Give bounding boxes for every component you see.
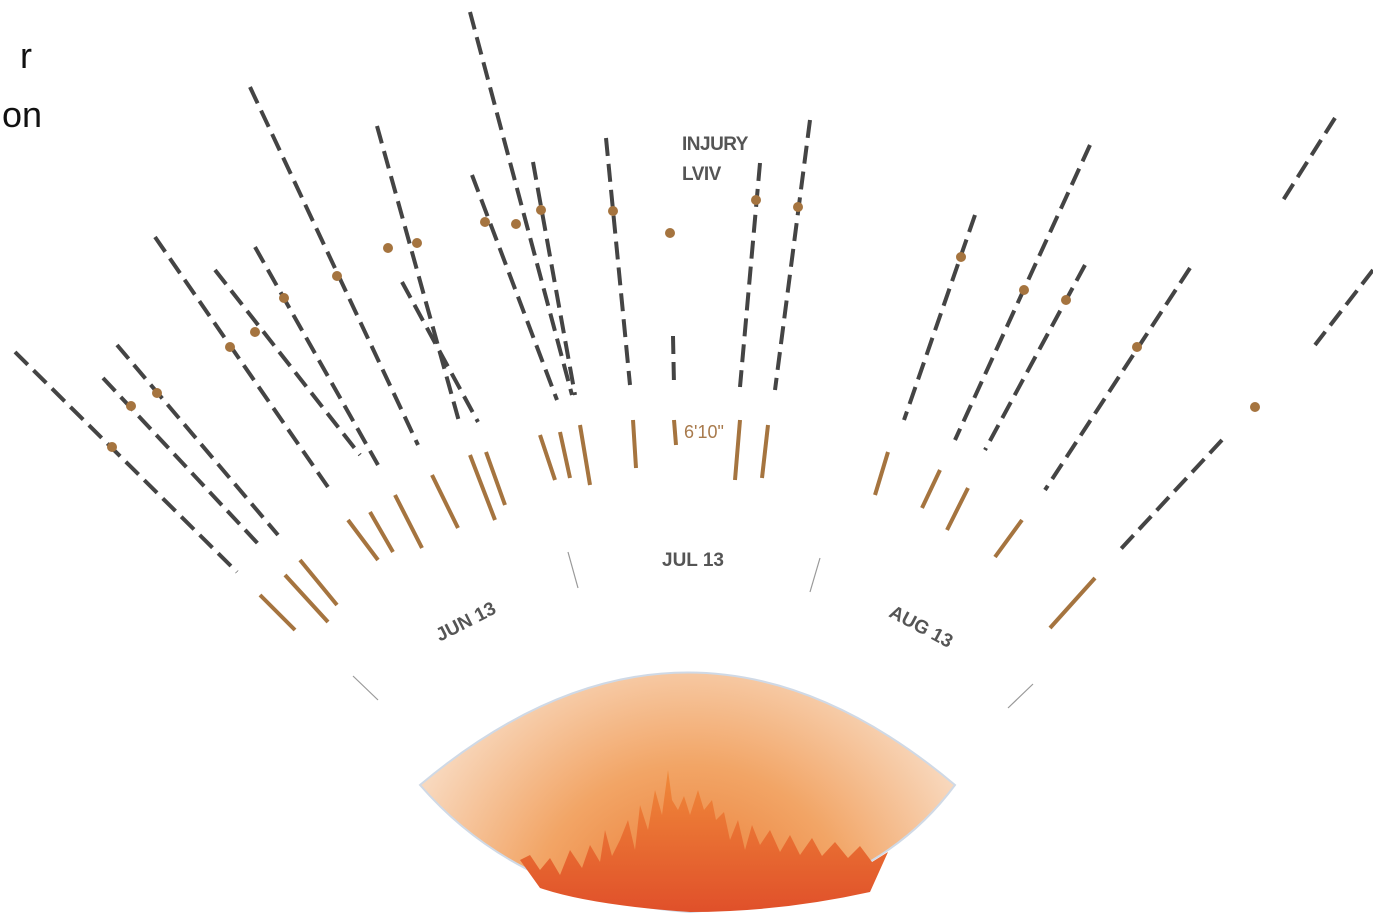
ray-dot [511, 219, 521, 229]
ray-dot [751, 195, 761, 205]
ray-segment [283, 573, 330, 624]
ray-dashed [1116, 438, 1224, 554]
ray-segment [558, 431, 572, 479]
ray-segment [1048, 576, 1097, 630]
ray-segment [945, 487, 970, 531]
ray-dot [279, 293, 289, 303]
ray-segment [258, 593, 297, 632]
ray-dashed [773, 119, 812, 391]
ray-dot [1019, 285, 1029, 295]
ray-dashed [470, 174, 559, 401]
ray-dashed [1313, 268, 1373, 347]
height-label: 6'10" [684, 422, 724, 442]
ray-dashed [531, 161, 577, 396]
ray-dot [383, 243, 393, 253]
ray-dashed [604, 137, 632, 386]
ray-segment [672, 419, 678, 446]
date-tick [352, 675, 379, 701]
ray-dashed [1043, 266, 1192, 492]
ray-dot [1250, 402, 1260, 412]
date-tick [567, 551, 579, 589]
annotation-title: INJURY [682, 134, 749, 155]
ray-segment [760, 424, 770, 479]
ray-dot [480, 217, 490, 227]
ray-dashed [983, 264, 1087, 451]
ray-dot [1132, 342, 1142, 352]
date-label: AUG 13 [886, 602, 956, 653]
ray-dot [107, 442, 117, 452]
ray-dashed [253, 246, 380, 466]
rays [13, 11, 1373, 632]
ray-dashed [671, 335, 676, 386]
ray-dot [250, 327, 260, 337]
ray-segment [578, 424, 592, 486]
date-label: JUL 13 [662, 550, 724, 571]
ray-segment [393, 494, 424, 549]
ray-dashed [248, 86, 420, 446]
ray-segment [468, 454, 497, 521]
date-ticks [352, 551, 1034, 709]
skyline [520, 770, 888, 912]
date-tick [809, 557, 821, 593]
ray-dot [152, 388, 162, 398]
ray-dot [225, 342, 235, 352]
intro-line: on [2, 94, 42, 135]
ray-dot [608, 206, 618, 216]
ray-dashed [1278, 116, 1337, 207]
ray-dashed [213, 268, 362, 457]
annotation-place: LVIV [682, 164, 722, 185]
ray-segment [733, 419, 742, 481]
ray-dot [126, 401, 136, 411]
ray-dashed [400, 281, 480, 423]
ray-segment [430, 474, 460, 529]
ray-dot [332, 271, 342, 281]
ray-dot [536, 205, 546, 215]
ray-segment [346, 518, 380, 562]
ray-segment [298, 558, 339, 607]
ray-dashed [468, 11, 574, 396]
date-label: JUN 13 [433, 598, 500, 646]
ray-dot [665, 228, 675, 238]
date-tick [1007, 683, 1034, 709]
ray-segment [993, 518, 1024, 559]
ray-segment [920, 469, 942, 509]
ray-dot [956, 252, 966, 262]
ray-segment [631, 419, 638, 469]
ray-segment [538, 434, 557, 481]
ray-segment [484, 451, 507, 506]
ray-dot [793, 202, 803, 212]
ray-dot [1061, 295, 1071, 305]
ray-segment [873, 451, 890, 496]
ray-dashed [902, 214, 977, 421]
ray-dashed [13, 350, 239, 574]
ray-dashed [153, 235, 332, 492]
ray-dot [412, 238, 422, 248]
ray-segment [368, 511, 395, 553]
ray-dashed [115, 343, 280, 537]
intro-line: r [20, 35, 32, 76]
